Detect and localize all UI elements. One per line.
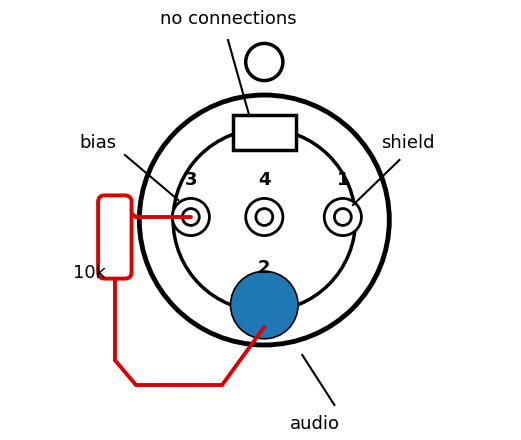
Circle shape <box>256 209 273 225</box>
Circle shape <box>246 44 283 81</box>
Circle shape <box>172 198 209 235</box>
Text: 3: 3 <box>184 171 197 189</box>
Text: 4: 4 <box>258 171 270 189</box>
FancyBboxPatch shape <box>98 195 132 279</box>
Text: 10k: 10k <box>72 264 106 282</box>
Circle shape <box>256 297 273 313</box>
Text: audio: audio <box>290 415 340 433</box>
Circle shape <box>230 271 298 339</box>
Text: 1: 1 <box>337 171 349 189</box>
Circle shape <box>182 209 199 225</box>
Circle shape <box>251 291 278 319</box>
Circle shape <box>246 198 283 235</box>
Circle shape <box>241 281 288 329</box>
Circle shape <box>324 198 362 235</box>
Text: shield: shield <box>381 134 435 152</box>
Text: bias: bias <box>79 134 117 152</box>
Circle shape <box>173 129 355 311</box>
Circle shape <box>246 286 283 323</box>
Text: no connections: no connections <box>159 10 296 28</box>
Bar <box>233 115 295 150</box>
Circle shape <box>139 95 389 345</box>
Text: 2: 2 <box>258 259 270 277</box>
Circle shape <box>334 209 351 225</box>
